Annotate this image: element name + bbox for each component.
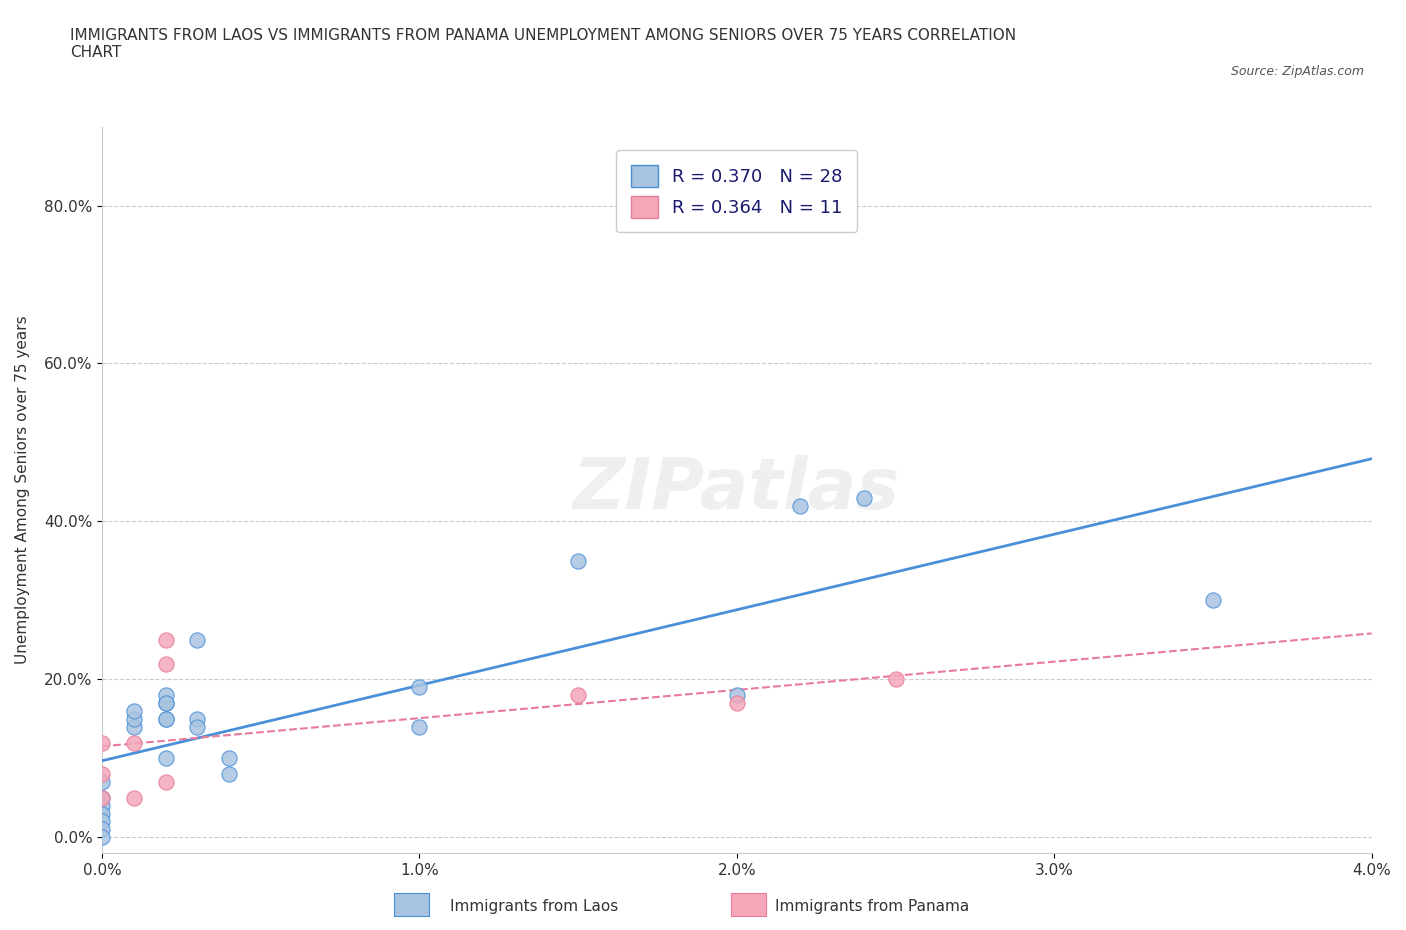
Point [91, 790, 114, 805]
Point [567, 553, 589, 568]
Text: IMMIGRANTS FROM LAOS VS IMMIGRANTS FROM PANAMA UNEMPLOYMENT AMONG SENIORS OVER 7: IMMIGRANTS FROM LAOS VS IMMIGRANTS FROM … [70, 28, 1017, 60]
Point [155, 687, 177, 702]
Point [567, 687, 589, 702]
Point [91, 822, 114, 837]
Point [91, 766, 114, 781]
Point [186, 711, 208, 726]
Point [155, 711, 177, 726]
Point [122, 703, 145, 718]
Text: Immigrants from Panama: Immigrants from Panama [775, 899, 969, 914]
Point [218, 766, 240, 781]
Point [91, 814, 114, 829]
Point [789, 498, 811, 513]
Point [122, 711, 145, 726]
Point [186, 719, 208, 734]
Legend: R = 0.370   N = 28, R = 0.364   N = 11: R = 0.370 N = 28, R = 0.364 N = 11 [616, 150, 858, 232]
Point [91, 830, 114, 844]
Point [155, 711, 177, 726]
Text: Immigrants from Laos: Immigrants from Laos [450, 899, 619, 914]
Point [1202, 593, 1225, 608]
Point [91, 790, 114, 805]
Y-axis label: Unemployment Among Seniors over 75 years: Unemployment Among Seniors over 75 years [15, 315, 30, 664]
Point [91, 735, 114, 750]
Point [155, 696, 177, 711]
Point [155, 751, 177, 765]
Point [186, 632, 208, 647]
Point [91, 775, 114, 790]
Point [725, 696, 748, 711]
Point [155, 696, 177, 711]
Point [218, 751, 240, 765]
Text: Source: ZipAtlas.com: Source: ZipAtlas.com [1230, 65, 1364, 78]
Point [884, 671, 907, 686]
Point [122, 719, 145, 734]
Point [122, 735, 145, 750]
Point [852, 490, 875, 505]
Point [91, 806, 114, 821]
Point [408, 719, 430, 734]
Point [155, 632, 177, 647]
Point [155, 775, 177, 790]
Point [408, 680, 430, 695]
Text: ZIPatlas: ZIPatlas [574, 456, 901, 525]
Point [155, 657, 177, 671]
Point [122, 790, 145, 805]
Point [725, 687, 748, 702]
Point [91, 798, 114, 813]
